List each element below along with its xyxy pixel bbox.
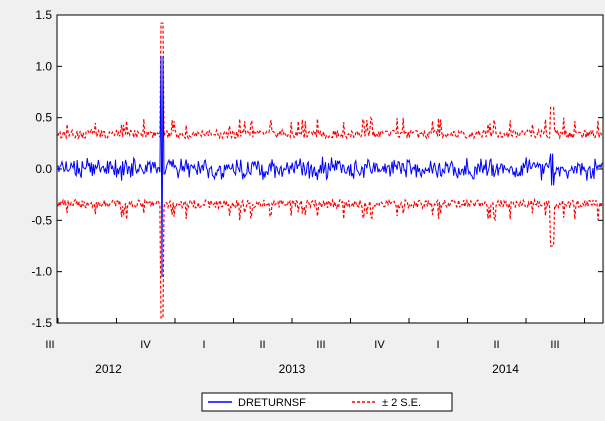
x-quarter-label: II [259,339,265,351]
x-axis: IIIIVIIIIIIIVIIIIIIIV201220132014 [45,318,585,376]
y-tick-label: 1.5 [35,8,52,22]
x-quarter-label: I [202,339,205,351]
x-year-label: 2012 [95,362,122,376]
legend-box [201,392,453,412]
series-layer [57,22,603,319]
y-tick-label: -1.0 [31,265,52,279]
legend-label-se: ± 2 S.E. [382,397,421,409]
x-quarter-label: III [550,339,559,351]
legend-label-dreturnsf: DRETURNSF [238,397,306,409]
legend: DRETURNSF ± 2 S.E. [201,392,453,412]
x-year-label: 2013 [279,362,306,376]
series-se-upper-line [57,22,603,141]
x-quarter-label: I [436,339,439,351]
x-year-label: 2014 [492,362,519,376]
y-tick-label: 0.5 [35,111,52,125]
series-dreturnsf-line [57,56,603,277]
series-se-lower-line [57,197,603,319]
x-quarter-label: III [45,339,54,351]
y-tick-label: -1.5 [31,316,52,330]
x-quarter-label: II [493,339,499,351]
x-quarter-label: IV [140,339,151,351]
y-tick-label: 0.0 [35,162,52,176]
x-quarter-label: III [316,339,325,351]
y-tick-label: -0.5 [31,213,52,227]
x-quarter-label: IV [374,339,385,351]
y-tick-label: 1.0 [35,59,52,73]
y-axis: -1.5 -1.0 -0.5 0.0 0.5 1.0 1.5 [31,8,603,330]
